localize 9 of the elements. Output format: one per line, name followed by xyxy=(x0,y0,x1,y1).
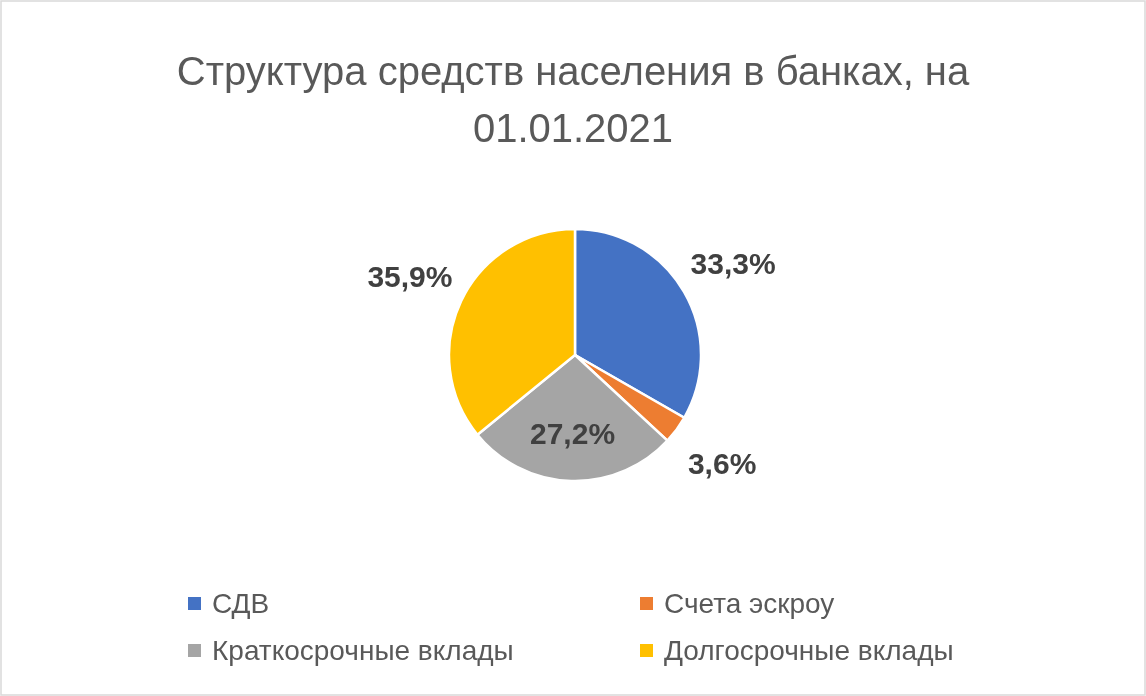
chart-title: Структура средств населения в банках, на 01.01.2021 xyxy=(176,49,970,150)
data-label: 3,6% xyxy=(687,446,757,480)
legend-label: Счета эскроу xyxy=(664,587,835,619)
legend-label: Краткосрочные вклады xyxy=(212,634,514,666)
legend-label: Долгосрочные вклады xyxy=(664,634,954,666)
data-label: 35,9% xyxy=(367,260,453,294)
data-label: 33,3% xyxy=(690,246,776,280)
legend-label: СДВ xyxy=(212,587,270,619)
data-label: 27,2% xyxy=(530,416,616,450)
